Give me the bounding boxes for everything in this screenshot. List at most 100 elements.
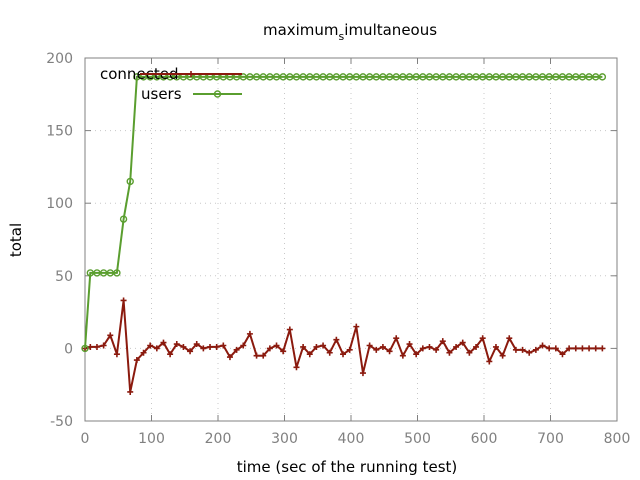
x-tick-label: 800 [604, 431, 631, 447]
legend: connected users [100, 65, 242, 103]
series-layer [81, 73, 607, 395]
y-tick-label: 0 [64, 341, 73, 357]
data-point-connected [153, 345, 160, 352]
data-point-users [598, 73, 607, 81]
legend-entry-connected: connected [100, 65, 242, 83]
data-point-connected [93, 343, 100, 350]
data-point-connected [586, 345, 593, 352]
data-point-connected [100, 342, 107, 349]
y-tick-label: 150 [46, 124, 73, 140]
data-point-connected [167, 351, 174, 358]
data-point-connected [113, 351, 120, 358]
y-tick-label: 200 [46, 51, 73, 67]
x-axis-label: time (sec of the running test) [237, 458, 458, 476]
series-line-users [84, 75, 603, 349]
data-point-connected [226, 354, 233, 361]
x-tick-label: 500 [404, 431, 431, 447]
data-point-connected [566, 345, 573, 352]
y-axis-label: total [7, 223, 25, 257]
data-point-connected [107, 332, 114, 339]
x-tick-label: 0 [81, 431, 90, 447]
data-point-connected [233, 346, 240, 353]
chart-title: maximumsimultaneous [263, 21, 437, 43]
legend-entry-users: users [141, 85, 242, 103]
data-point-connected [439, 338, 446, 345]
data-point-connected [512, 346, 519, 353]
data-point-connected [486, 358, 493, 365]
data-point-connected [353, 323, 360, 330]
data-point-connected [207, 343, 214, 350]
data-point-connected [173, 341, 180, 348]
data-point-connected [187, 348, 194, 355]
data-point-connected [340, 351, 347, 358]
data-point-connected [286, 326, 293, 333]
data-point-connected [260, 352, 267, 359]
data-point-connected [399, 352, 406, 359]
data-point-connected [393, 335, 400, 342]
data-point-connected [127, 388, 134, 395]
data-point-connected [546, 345, 553, 352]
data-point-connected [499, 352, 506, 359]
data-point-connected [539, 342, 546, 349]
legend-marker-users [213, 90, 222, 98]
data-point-connected [213, 343, 220, 350]
data-point-users [126, 177, 134, 186]
x-tick-label: 400 [338, 431, 365, 447]
data-point-connected [320, 342, 327, 349]
data-point-connected [386, 348, 393, 355]
data-point-connected [559, 351, 566, 358]
series-users [81, 73, 607, 353]
data-point-connected [293, 364, 300, 371]
data-point-connected [373, 346, 380, 353]
data-point-connected [419, 345, 426, 352]
data-point-connected [466, 349, 473, 356]
x-tick-label: 600 [471, 431, 498, 447]
data-point-users [81, 344, 89, 353]
data-point-connected [592, 345, 599, 352]
y-tick-label: 50 [55, 269, 73, 285]
data-point-connected [453, 343, 460, 350]
data-point-connected [313, 343, 320, 350]
y-tick-label: 100 [46, 196, 73, 212]
data-point-connected [572, 345, 579, 352]
data-point-connected [359, 370, 366, 377]
data-point-connected [433, 346, 440, 353]
data-point-connected [180, 343, 187, 350]
data-point-users [113, 269, 121, 277]
data-point-connected [379, 343, 386, 350]
data-point-connected [147, 342, 154, 349]
data-point-connected [526, 349, 533, 356]
data-point-connected [193, 341, 200, 348]
legend-label-users: users [141, 85, 182, 103]
data-point-users [119, 215, 128, 223]
data-point-connected [519, 346, 526, 353]
grid [85, 58, 617, 421]
data-point-connected [120, 297, 127, 304]
data-point-connected [426, 343, 433, 350]
data-point-connected [140, 349, 147, 356]
x-tick-label: 700 [537, 431, 564, 447]
legend-marker-connected [188, 71, 194, 77]
plot-frame [84, 57, 618, 422]
data-point-connected [346, 346, 353, 353]
data-point-connected [246, 330, 253, 337]
y-tick-label: -50 [50, 414, 73, 430]
data-point-connected [552, 345, 559, 352]
data-point-connected [300, 343, 307, 350]
data-point-connected [446, 349, 453, 356]
data-point-connected [306, 351, 313, 358]
data-point-connected [492, 343, 499, 350]
data-point-connected [506, 335, 513, 342]
data-point-connected [599, 345, 606, 352]
x-tick-label: 300 [271, 431, 298, 447]
series-connected [82, 297, 606, 395]
data-point-connected [280, 348, 287, 355]
data-point-connected [473, 343, 480, 350]
data-point-connected [333, 336, 340, 343]
data-point-connected [220, 342, 227, 349]
x-tick-label: 100 [138, 431, 165, 447]
axis-ticks: 0 100 200 300 400 500 600 700 800 -50 0 50 100 150 200 [46, 51, 630, 447]
data-point-connected [479, 335, 486, 342]
data-point-connected [273, 342, 280, 349]
